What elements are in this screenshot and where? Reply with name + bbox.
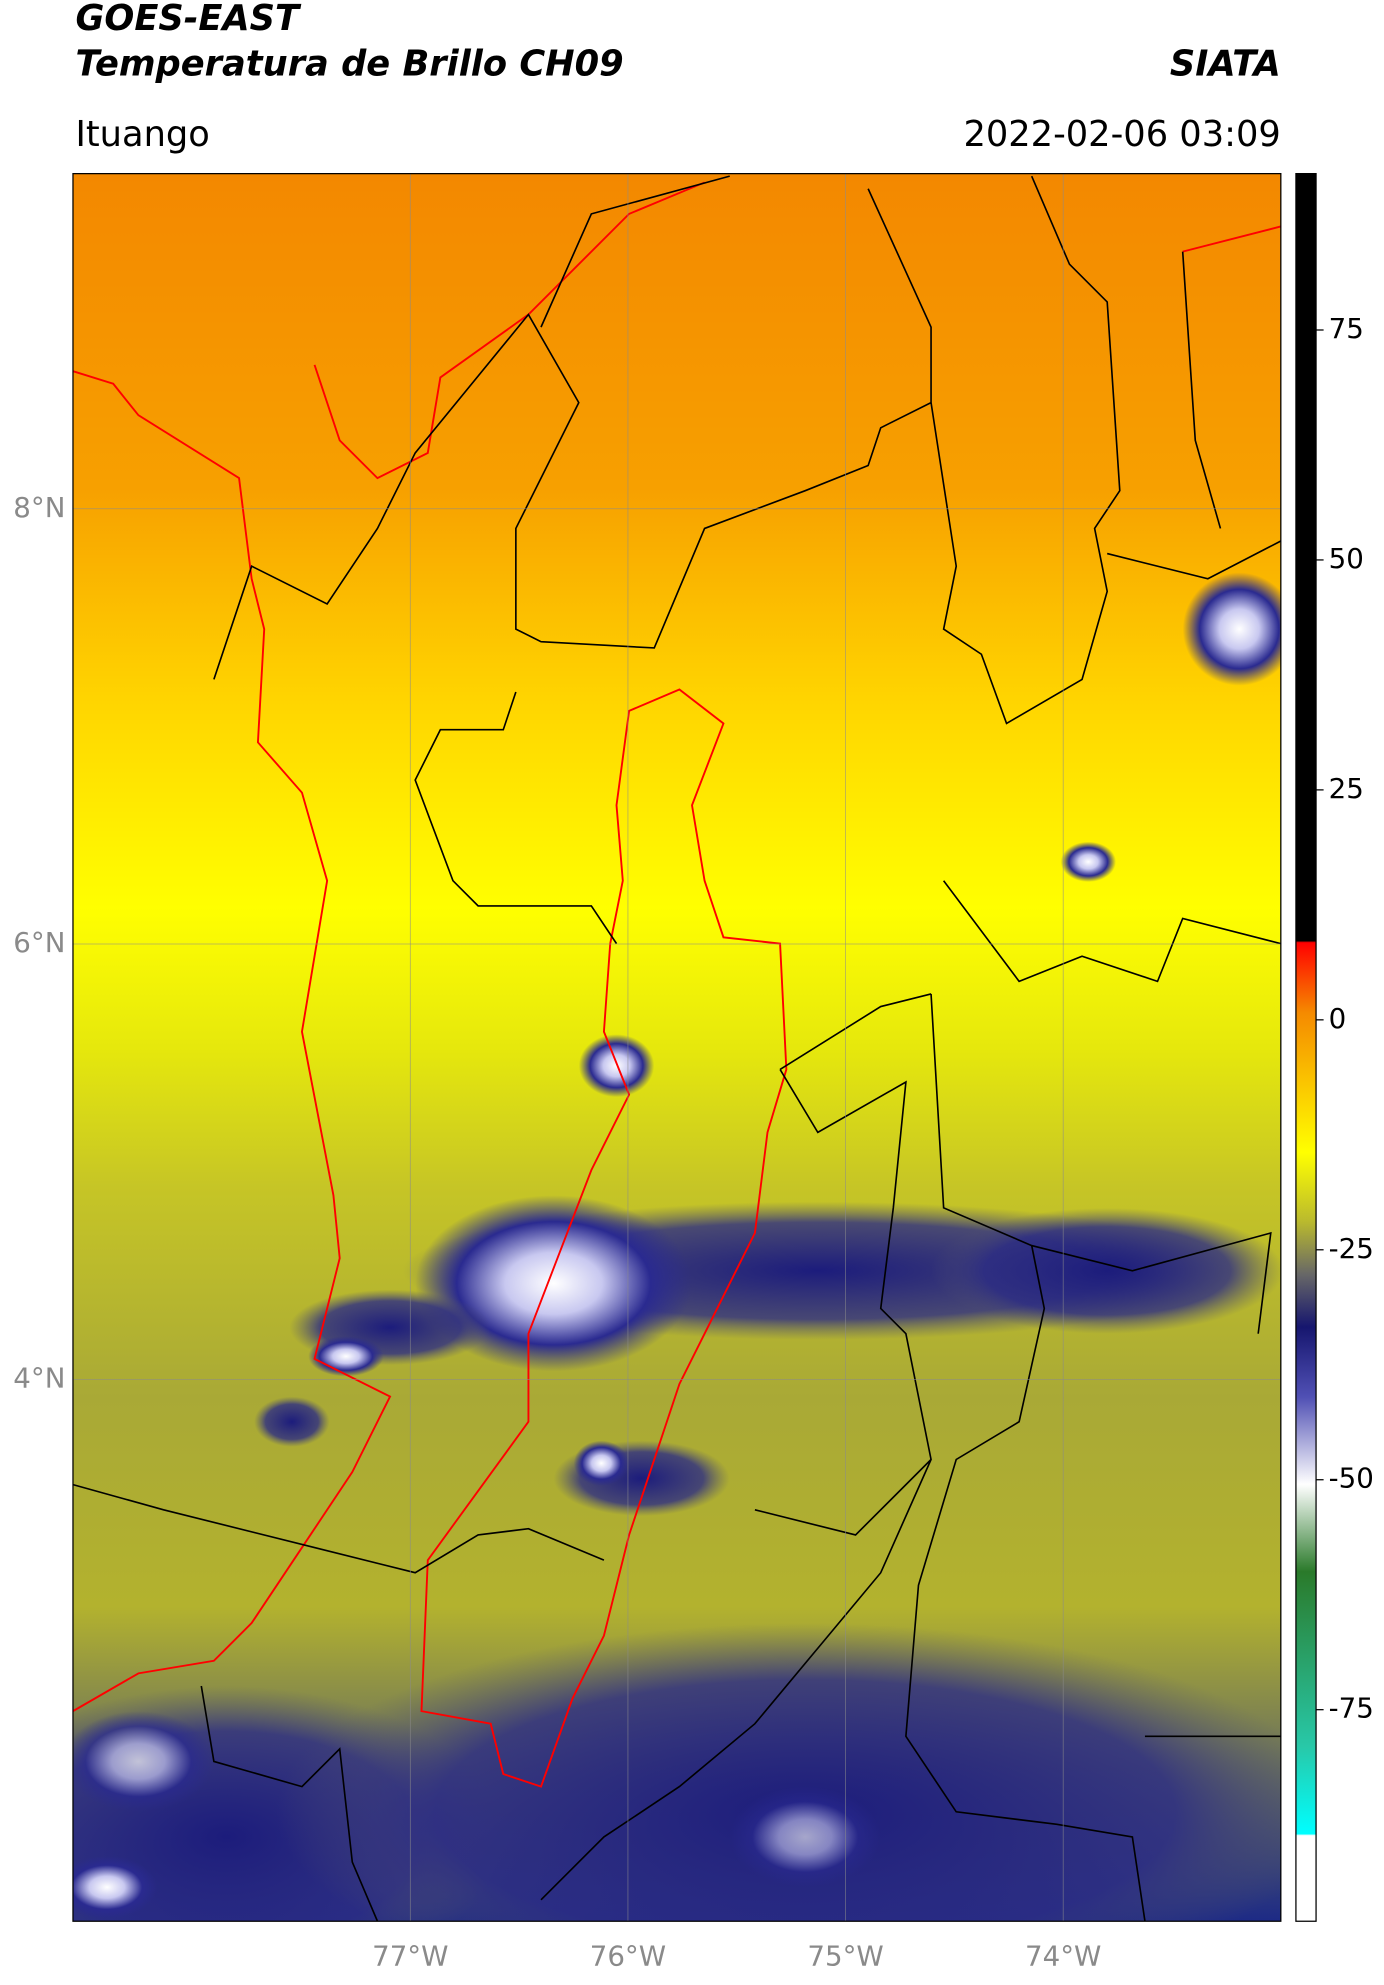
colorbar <box>1295 172 1317 1922</box>
lon-label: 74°W <box>1025 1940 1101 1973</box>
map-frame <box>72 172 1282 1922</box>
location: Ituango <box>75 114 209 155</box>
lon-label: 76°W <box>590 1940 666 1973</box>
colorbar-label: -25 <box>1329 1232 1374 1265</box>
graticule <box>72 173 1281 1922</box>
colorbar-label: 75 <box>1329 312 1364 345</box>
colorbar-label: 25 <box>1329 772 1364 805</box>
colorbar-label: 50 <box>1329 542 1364 575</box>
lon-label: 75°W <box>807 1940 883 1973</box>
map-image <box>72 173 1281 1922</box>
colorbar-label: -50 <box>1329 1462 1374 1495</box>
colorbar-label: -75 <box>1329 1692 1374 1725</box>
lat-label: 4°N <box>13 1361 65 1394</box>
colorbar-label: 0 <box>1329 1002 1347 1035</box>
subtitle: Temperatura de Brillo CH09 <box>75 43 623 84</box>
basin-outline <box>420 688 788 1788</box>
lat-label: 6°N <box>13 926 65 959</box>
coastline <box>72 181 1281 1712</box>
lat-label: 8°N <box>13 491 65 524</box>
lon-label: 77°W <box>372 1940 448 1973</box>
source: SIATA <box>1170 43 1281 84</box>
datetime: 2022-02-06 03:09 <box>963 114 1280 155</box>
title: GOES-EAST <box>75 0 302 39</box>
admin-borders <box>72 175 1281 1922</box>
